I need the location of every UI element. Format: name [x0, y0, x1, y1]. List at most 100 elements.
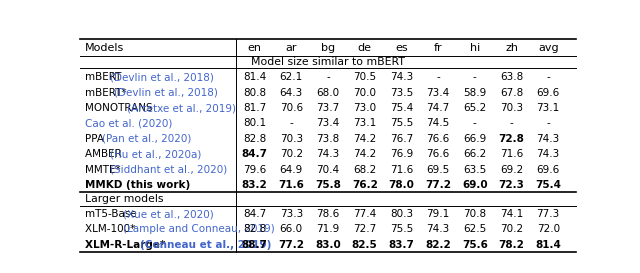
- Text: 73.4: 73.4: [316, 118, 340, 129]
- Text: 73.3: 73.3: [280, 209, 303, 219]
- Text: 70.8: 70.8: [463, 209, 486, 219]
- Text: 79.6: 79.6: [243, 165, 266, 174]
- Text: 74.3: 74.3: [426, 224, 450, 234]
- Text: 77.2: 77.2: [425, 180, 451, 190]
- Text: 74.5: 74.5: [426, 118, 450, 129]
- Text: 73.4: 73.4: [426, 88, 450, 98]
- Text: 78.6: 78.6: [316, 209, 340, 219]
- Text: (Hu et al., 2020a): (Hu et al., 2020a): [110, 149, 202, 159]
- Text: mT5-Base: mT5-Base: [85, 209, 140, 219]
- Text: 83.7: 83.7: [388, 240, 414, 250]
- Text: 74.2: 74.2: [353, 134, 376, 144]
- Text: 77.3: 77.3: [536, 209, 560, 219]
- Text: 70.3: 70.3: [280, 134, 303, 144]
- Text: 74.3: 74.3: [390, 72, 413, 82]
- Text: (Siddhant et al., 2020): (Siddhant et al., 2020): [110, 165, 227, 174]
- Text: -: -: [473, 72, 477, 82]
- Text: 84.7: 84.7: [243, 209, 266, 219]
- Text: 75.4: 75.4: [535, 180, 561, 190]
- Text: XLM-100*: XLM-100*: [85, 224, 138, 234]
- Text: 81.4: 81.4: [535, 240, 561, 250]
- Text: 76.2: 76.2: [352, 180, 378, 190]
- Text: fr: fr: [434, 43, 442, 53]
- Text: 75.6: 75.6: [462, 240, 488, 250]
- Text: 74.3: 74.3: [316, 149, 340, 159]
- Text: avg: avg: [538, 43, 559, 53]
- Text: Models: Models: [85, 43, 124, 53]
- Text: Model size similar to mBERT: Model size similar to mBERT: [251, 57, 405, 67]
- Text: 83.0: 83.0: [315, 240, 341, 250]
- Text: ar: ar: [285, 43, 297, 53]
- Text: 69.0: 69.0: [462, 180, 488, 190]
- Text: (Conneau et al., 2019): (Conneau et al., 2019): [140, 240, 271, 250]
- Text: (Xue et al., 2020): (Xue et al., 2020): [123, 209, 214, 219]
- Text: 81.7: 81.7: [243, 103, 266, 113]
- Text: es: es: [395, 43, 408, 53]
- Text: zh: zh: [505, 43, 518, 53]
- Text: 82.5: 82.5: [352, 240, 378, 250]
- Text: mBERT: mBERT: [85, 72, 125, 82]
- Text: 70.3: 70.3: [500, 103, 523, 113]
- Text: 80.1: 80.1: [243, 118, 266, 129]
- Text: 73.7: 73.7: [316, 103, 340, 113]
- Text: 74.3: 74.3: [536, 149, 560, 159]
- Text: 82.2: 82.2: [425, 240, 451, 250]
- Text: 75.8: 75.8: [315, 180, 341, 190]
- Text: 71.6: 71.6: [278, 180, 304, 190]
- Text: 62.1: 62.1: [280, 72, 303, 82]
- Text: 79.1: 79.1: [426, 209, 450, 219]
- Text: 71.9: 71.9: [316, 224, 340, 234]
- Text: 84.7: 84.7: [241, 149, 268, 159]
- Text: -: -: [289, 118, 293, 129]
- Text: 72.7: 72.7: [353, 224, 376, 234]
- Text: 75.4: 75.4: [390, 103, 413, 113]
- Text: PPA: PPA: [85, 134, 108, 144]
- Text: 76.6: 76.6: [426, 134, 450, 144]
- Text: 77.4: 77.4: [353, 209, 376, 219]
- Text: 73.0: 73.0: [353, 103, 376, 113]
- Text: 67.8: 67.8: [500, 88, 523, 98]
- Text: 73.1: 73.1: [353, 118, 376, 129]
- Text: MONOTRANS: MONOTRANS: [85, 103, 156, 113]
- Text: 69.5: 69.5: [426, 165, 450, 174]
- Text: MMKD (this work): MMKD (this work): [85, 180, 190, 190]
- Text: -: -: [473, 118, 477, 129]
- Text: 82.8: 82.8: [243, 224, 266, 234]
- Text: de: de: [358, 43, 372, 53]
- Text: 73.1: 73.1: [536, 103, 560, 113]
- Text: 69.6: 69.6: [536, 165, 560, 174]
- Text: 70.5: 70.5: [353, 72, 376, 82]
- Text: 78.2: 78.2: [499, 240, 524, 250]
- Text: 74.3: 74.3: [536, 134, 560, 144]
- Text: 70.2: 70.2: [280, 149, 303, 159]
- Text: 71.6: 71.6: [390, 165, 413, 174]
- Text: Larger models: Larger models: [85, 194, 163, 204]
- Text: 70.6: 70.6: [280, 103, 303, 113]
- Text: 62.5: 62.5: [463, 224, 486, 234]
- Text: 72.8: 72.8: [499, 134, 524, 144]
- Text: -: -: [547, 118, 550, 129]
- Text: 82.8: 82.8: [243, 134, 266, 144]
- Text: 66.0: 66.0: [280, 224, 303, 234]
- Text: -: -: [326, 72, 330, 82]
- Text: 72.0: 72.0: [537, 224, 560, 234]
- Text: MMTE*: MMTE*: [85, 165, 124, 174]
- Text: 70.4: 70.4: [316, 165, 340, 174]
- Text: 81.4: 81.4: [243, 72, 266, 82]
- Text: 68.2: 68.2: [353, 165, 376, 174]
- Text: 76.6: 76.6: [426, 149, 450, 159]
- Text: XLM-R-Large*: XLM-R-Large*: [85, 240, 169, 250]
- Text: 66.2: 66.2: [463, 149, 486, 159]
- Text: 58.9: 58.9: [463, 88, 486, 98]
- Text: -: -: [547, 72, 550, 82]
- Text: 66.9: 66.9: [463, 134, 486, 144]
- Text: 76.9: 76.9: [390, 149, 413, 159]
- Text: 74.1: 74.1: [500, 209, 523, 219]
- Text: 88.7: 88.7: [242, 240, 268, 250]
- Text: en: en: [248, 43, 262, 53]
- Text: 80.3: 80.3: [390, 209, 413, 219]
- Text: 76.7: 76.7: [390, 134, 413, 144]
- Text: 75.5: 75.5: [390, 224, 413, 234]
- Text: 69.6: 69.6: [536, 88, 560, 98]
- Text: 65.2: 65.2: [463, 103, 486, 113]
